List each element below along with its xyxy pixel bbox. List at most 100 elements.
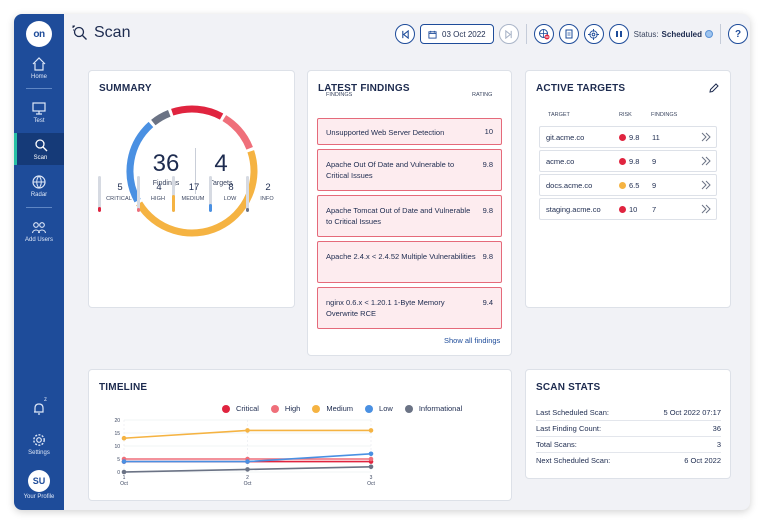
findings-count: 36 [152,150,180,177]
target-risk: 9.8 [629,133,640,142]
profile-link[interactable]: Your Profile [14,494,64,500]
finding-row[interactable]: nginx 0.6.x < 1.20.1 1-Byte Memory Overw… [317,287,502,329]
logo-text: on [33,28,45,40]
severity-medium: 17 MEDIUM [172,176,208,212]
column-header-risk: RISK [619,112,632,118]
chevron-right-icon[interactable] [700,131,712,143]
notifications-button[interactable]: z [14,397,64,416]
target-risk: 9.8 [629,157,640,166]
divider [536,436,721,437]
finding-row[interactable]: Unsupported Web Server Detection 10 [317,118,502,145]
data-point-informational[interactable] [368,464,374,470]
divider [26,207,52,208]
edit-icon[interactable] [708,82,720,94]
severity-count: 4 [156,182,162,193]
x-tick-label: 2 [246,475,249,481]
data-point-low[interactable] [121,459,127,464]
data-point-medium[interactable] [368,428,374,433]
targets-total: 4 Targets [197,150,245,187]
finding-row[interactable]: Apache Tomcat Out of Date and Vulnerable… [317,195,502,237]
avatar[interactable]: SU [28,470,50,492]
divider [195,148,196,194]
legend-swatch [270,404,279,413]
legend-item[interactable]: Low [365,404,393,413]
finding-name: Apache Tomcat Out of Date and Vulnerable… [326,206,471,226]
legend-item[interactable]: Medium [312,404,353,413]
severity-label: MEDIUM [181,196,205,202]
monitor-icon [32,102,46,115]
target-row[interactable]: git.acme.co 9.8 11 [539,126,717,148]
severity-count: 8 [228,182,234,193]
logo[interactable]: on [26,21,52,47]
previous-scan-button[interactable] [395,24,416,44]
legend-item[interactable]: Critical [222,404,259,413]
severity-bar-fill [172,195,175,212]
data-point-low[interactable] [245,459,250,464]
sidebar-item-add-users[interactable]: Add Users [14,219,64,243]
help-button[interactable]: ? [728,24,748,44]
finding-row[interactable]: Apache 2.4.x < 2.4.52 Multiple Vulnerabi… [317,241,502,283]
stat-row: Last Finding Count: 36 [536,424,721,436]
skip-forward-icon [505,29,512,39]
data-point-high[interactable] [368,456,374,462]
divider [720,24,721,44]
divider [525,24,527,44]
sidebar-item-home[interactable]: Home [14,56,64,80]
finding-name: Apache 2.4.x < 2.4.52 Multiple Vulnerabi… [326,252,476,261]
legend-item[interactable]: Informational [404,404,462,413]
stat-value: 6 Oct 2022 [684,456,721,465]
sidebar-item-test[interactable]: Test [14,100,64,124]
status-indicator [705,30,713,38]
stat-label: Next Scheduled Scan: [536,456,611,465]
donut-segment-critical [171,105,224,120]
x-tick-label: 3 [370,475,373,481]
target-row[interactable]: staging.acme.co 10 7 [539,198,717,220]
target-risk: 6.5 [629,181,640,190]
chevron-right-icon[interactable] [700,179,712,191]
data-point-medium[interactable] [121,435,127,441]
report-button[interactable] [558,24,579,44]
chevron-right-icon[interactable] [700,203,712,215]
severity-label: INFO [260,196,274,202]
sidebar-item-label: Scan [33,155,48,161]
stat-label: Last Scheduled Scan: [536,408,609,417]
target-button[interactable] [583,24,604,44]
skip-back-icon [401,29,409,39]
card-title: LATEST FINDINGS [318,83,410,94]
sidebar-item-scan[interactable]: Scan [14,133,64,165]
show-all-findings-link[interactable]: Show all findings [444,336,501,345]
finding-rating: 10 [484,127,493,136]
severity-bar-fill [137,208,140,212]
next-scan-button[interactable] [498,24,519,44]
risk-indicator [619,158,626,165]
target-row[interactable]: docs.acme.co 6.5 9 [539,174,717,196]
sidebar-item-radar[interactable]: Radar [14,174,64,198]
remove-target-button[interactable] [533,24,554,44]
donut-segment-low [126,121,154,203]
stat-label: Total Scans: [536,440,577,449]
sidebar-item-settings[interactable]: Settings [14,432,64,456]
bell-icon [34,403,44,415]
data-point-low[interactable] [368,451,374,457]
legend-item[interactable]: High [270,404,300,413]
severity-bar [209,176,212,212]
date-picker[interactable]: 03 Oct 2022 [420,24,494,44]
legend-swatch [222,404,230,413]
column-header-findings: FINDINGS [326,92,353,98]
severity-bar [246,176,249,212]
data-point-informational[interactable] [121,469,127,475]
data-point-informational[interactable] [245,467,250,472]
sidebar-item-label: Settings [28,450,50,456]
calendar-icon [428,30,437,39]
data-point-medium[interactable] [245,428,250,433]
chevron-right-icon[interactable] [700,155,712,167]
sidebar-item-label: Your Profile [23,494,55,500]
severity-count: 17 [188,182,200,193]
target-row[interactable]: acme.co 9.8 9 [539,150,717,172]
stat-value: 36 [712,424,721,433]
finding-row[interactable]: Apache Out Of Date and Vulnerable to Cri… [317,149,502,191]
finding-rating: 9.8 [482,206,493,215]
sidebar-item-label: Add Users [24,237,53,243]
target-findings: 7 [652,205,657,214]
pause-button[interactable] [608,24,629,44]
